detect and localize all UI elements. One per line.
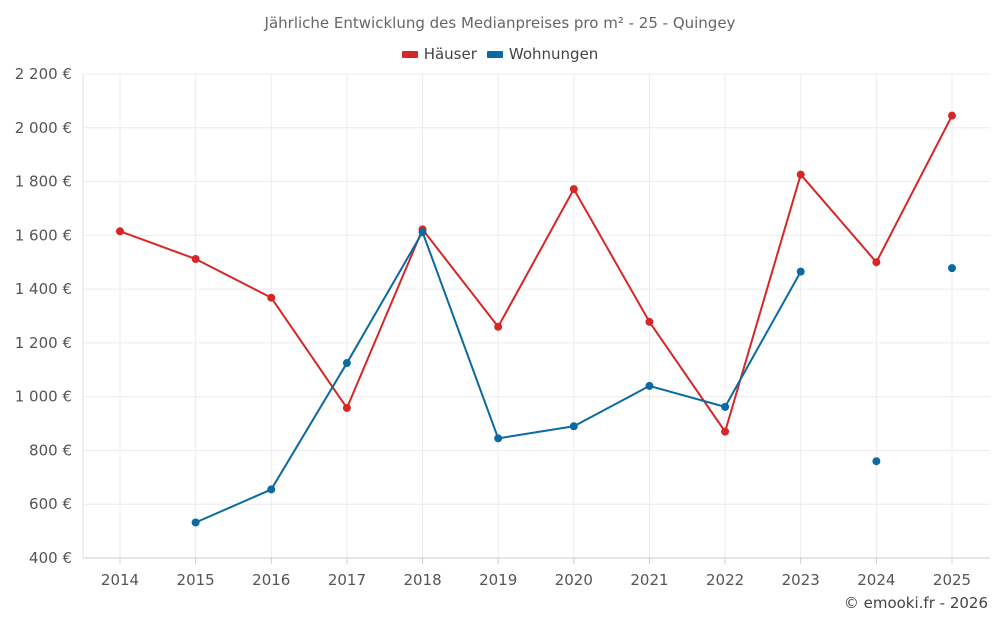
x-tick-label: 2020 — [555, 571, 593, 589]
data-point-wohnungen — [872, 457, 881, 466]
chart-legend: Häuser Wohnungen — [0, 45, 1000, 63]
y-tick-label: 1 800 € — [15, 173, 72, 191]
data-point-haeuser — [342, 403, 351, 412]
data-point-wohnungen — [191, 518, 200, 527]
data-point-haeuser — [796, 170, 805, 179]
data-point-wohnungen — [418, 228, 427, 237]
legend-label-wohnungen: Wohnungen — [508, 45, 599, 63]
x-tick-label: 2023 — [782, 571, 820, 589]
data-point-wohnungen — [267, 485, 276, 494]
chart-title: Jährliche Entwicklung des Medianpreises … — [264, 14, 736, 32]
x-tick-label: 2018 — [403, 571, 441, 589]
x-tick-label: 2022 — [706, 571, 744, 589]
x-tick-label: 2021 — [630, 571, 668, 589]
data-point-haeuser — [191, 254, 200, 263]
data-point-haeuser — [116, 227, 124, 236]
legend-item-wohnungen[interactable]: Wohnungen — [486, 45, 599, 63]
y-tick-label: 1 200 € — [15, 334, 72, 352]
data-point-wohnungen — [569, 422, 578, 431]
x-tick-label: 2014 — [101, 571, 139, 589]
y-tick-label: 2 200 € — [15, 65, 72, 83]
data-point-haeuser — [494, 322, 503, 331]
legend-swatch-wohnungen — [486, 50, 503, 58]
data-point-wohnungen — [796, 267, 805, 276]
data-point-wohnungen — [494, 434, 503, 443]
data-point-haeuser — [569, 185, 578, 194]
data-point-haeuser — [267, 293, 276, 302]
data-point-wohnungen — [645, 381, 654, 390]
x-tick-label: 2024 — [857, 571, 895, 589]
y-tick-label: 600 € — [29, 495, 72, 513]
y-tick-label: 1 000 € — [15, 388, 72, 406]
y-tick-label: 1 400 € — [15, 280, 72, 298]
data-point-wohnungen — [342, 359, 351, 368]
y-tick-label: 800 € — [29, 441, 72, 459]
data-point-wohnungen — [721, 402, 730, 411]
series-line-haeuser — [119, 115, 953, 433]
data-point-haeuser — [872, 258, 881, 267]
x-tick-label: 2019 — [479, 571, 517, 589]
y-tick-label: 2 000 € — [15, 119, 72, 137]
x-tick-label: 2017 — [328, 571, 366, 589]
y-tick-label: 400 € — [29, 549, 72, 567]
y-tick-label: 1 600 € — [15, 226, 72, 244]
x-tick-label: 2016 — [252, 571, 290, 589]
legend-label-haeuser: Häuser — [423, 45, 477, 63]
data-point-haeuser — [948, 111, 956, 120]
credit-text: © emooki.fr - 2026 — [843, 594, 988, 612]
x-tick-label: 2015 — [177, 571, 215, 589]
data-point-wohnungen — [948, 264, 956, 273]
legend-swatch-haeuser — [401, 50, 418, 58]
data-point-haeuser — [721, 427, 730, 436]
data-point-haeuser — [645, 317, 654, 326]
legend-item-haeuser[interactable]: Häuser — [401, 45, 477, 63]
x-tick-label: 2025 — [933, 571, 971, 589]
